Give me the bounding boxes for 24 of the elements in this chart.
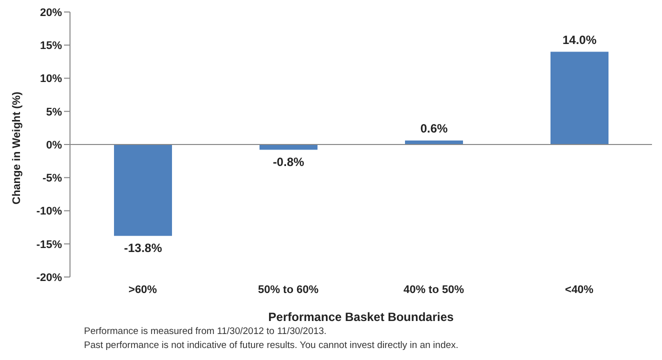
y-tick-label: -15% [36, 238, 62, 251]
y-tick-label: 20% [40, 6, 62, 19]
y-tick-label: -20% [36, 272, 62, 284]
y-tick-label: -5% [42, 172, 62, 185]
data-label: 14.0% [562, 32, 597, 47]
text: Performance is measured from 11/30/2012 to 11/30/2013. [84, 325, 328, 339]
y-tick-label: 10% [40, 73, 62, 86]
text: Past performance is not indicative of future results. You cannot invest directly in an index. [84, 339, 460, 353]
x-axis-title: Performance Basket Boundaries [268, 310, 454, 324]
y-axis-title: Change in Weight (%) [10, 91, 23, 204]
x-tick-label: 40% to 50% [403, 284, 464, 296]
y-tick-label: 5% [46, 106, 62, 118]
y-tick-label: 0% [46, 139, 62, 152]
data-label: -13.8% [124, 240, 162, 255]
y-tick-label: -10% [36, 206, 62, 218]
bar [260, 144, 318, 150]
x-tick-label: <40% [565, 284, 594, 296]
bar [114, 144, 172, 236]
x-tick-label: 50% to 60% [258, 284, 319, 296]
bar [550, 52, 608, 144]
data-label: -0.8% [272, 154, 304, 169]
data-label: 0.6% [420, 122, 448, 136]
x-tick-label: >60% [128, 284, 158, 296]
y-tick-label: 15% [40, 40, 62, 52]
